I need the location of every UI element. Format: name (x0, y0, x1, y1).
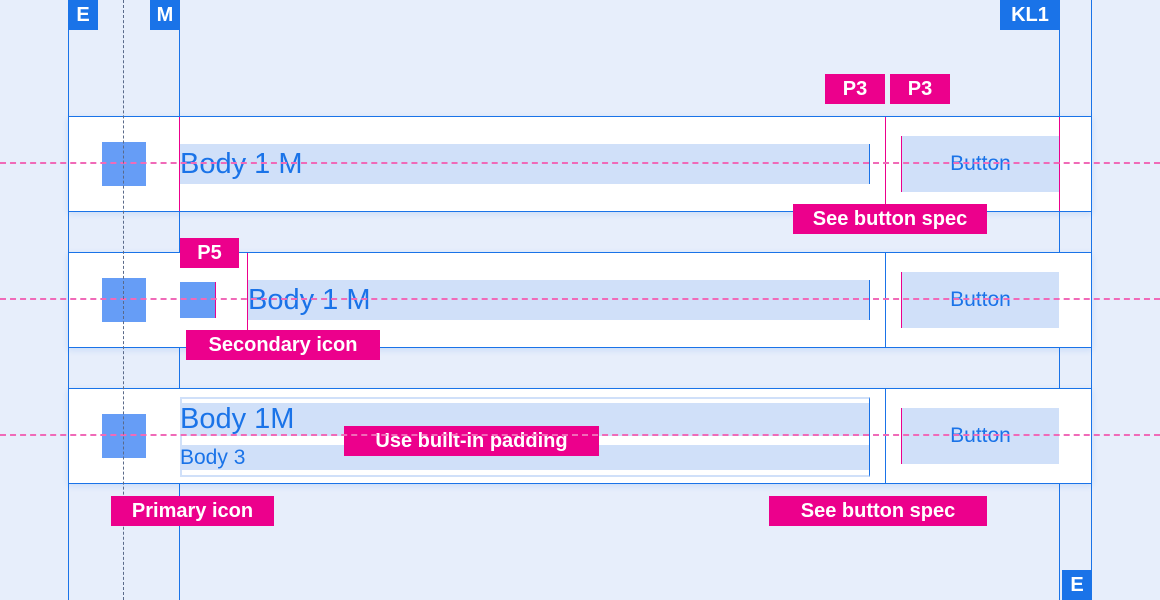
keyline-marker (1059, 117, 1060, 211)
text-block (180, 397, 870, 477)
secondary-icon (180, 282, 216, 318)
button[interactable]: Button (901, 408, 1059, 464)
margin-marker (179, 117, 180, 211)
divider (885, 389, 886, 483)
primary-icon (102, 414, 146, 458)
edge-tag: E (68, 0, 98, 30)
keyline-tag: KL1 (1000, 0, 1060, 30)
margin-tag: M (150, 0, 180, 30)
p5-marker (247, 253, 248, 333)
button[interactable]: Button (901, 136, 1059, 192)
see-button-spec-label: See button spec (793, 204, 987, 234)
divider-marker (885, 117, 886, 211)
edge-tag: E (1062, 570, 1092, 600)
p3-left-label: P3 (825, 74, 885, 104)
primary-text: Body 1 M (248, 280, 870, 320)
primary-icon-label: Primary icon (111, 496, 274, 526)
primary-text: Body 1 M (180, 144, 870, 184)
p3-right-label: P3 (890, 74, 950, 104)
built-in-padding-label: Use built-in padding (344, 426, 599, 456)
primary-icon (102, 278, 146, 322)
icon-center-guide (123, 0, 124, 600)
primary-icon (102, 142, 146, 186)
divider (885, 253, 886, 347)
center-guide (0, 434, 1160, 436)
p5-label: P5 (180, 238, 239, 268)
secondary-icon-label: Secondary icon (186, 330, 380, 360)
see-button-spec-label: See button spec (769, 496, 987, 526)
button[interactable]: Button (901, 272, 1059, 328)
center-guide (0, 298, 1160, 300)
center-guide (0, 162, 1160, 164)
